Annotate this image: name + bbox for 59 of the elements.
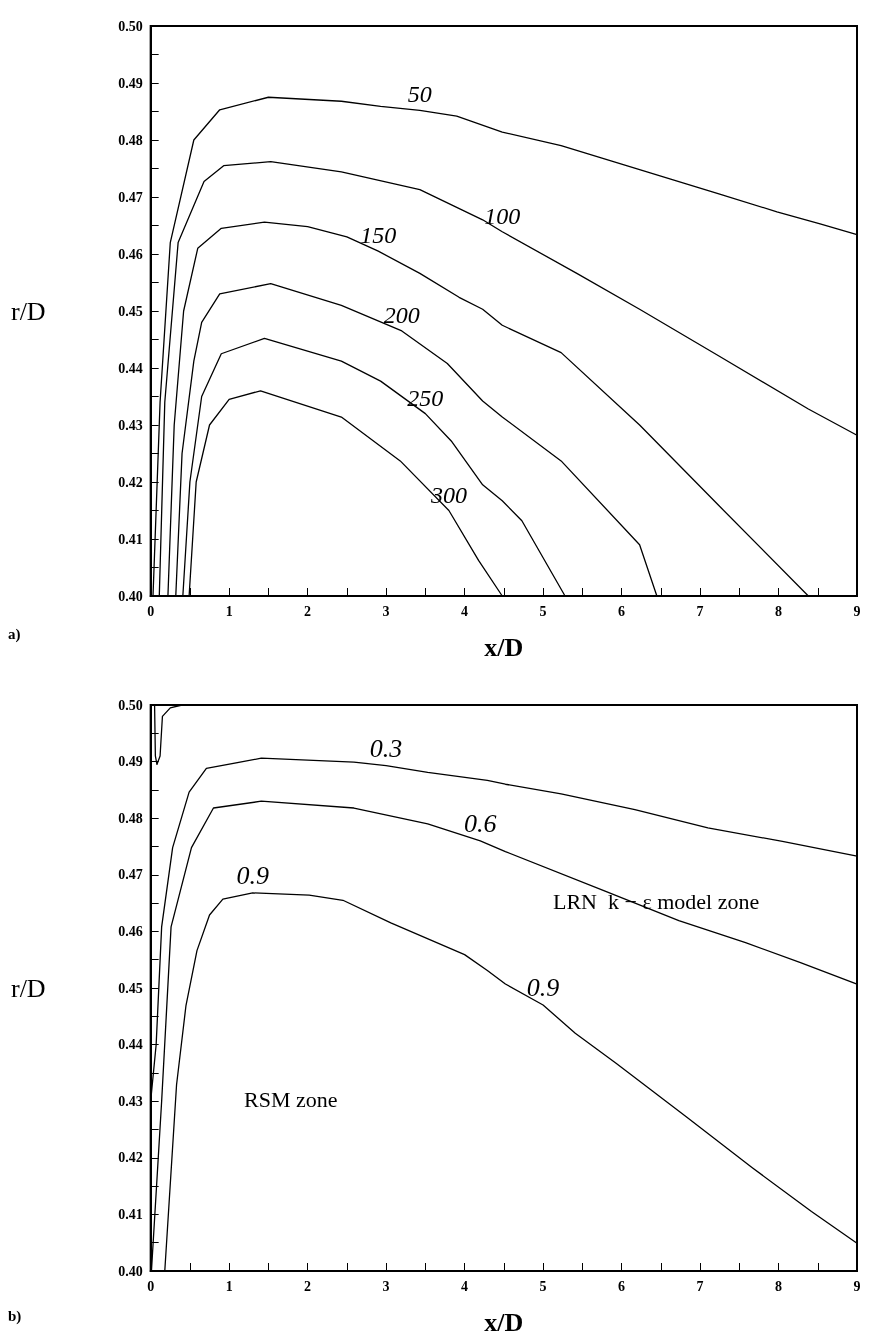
y-tick-label: 0.40: [118, 588, 143, 604]
x-tick-label: 6: [618, 603, 626, 619]
y-tick-label: 0.45: [118, 980, 143, 996]
y-tick-label: 0.45: [118, 303, 143, 319]
y-tick-label: 0.47: [118, 189, 143, 205]
series-label: 150: [360, 222, 397, 249]
x-tick-label: 4: [461, 1278, 469, 1294]
x-tick-label: 2: [304, 603, 312, 619]
y-tick-label: 0.42: [118, 1150, 143, 1166]
series-label: 50: [407, 81, 432, 108]
y-tick-label: 0.44: [118, 360, 143, 376]
y-axis-title: r/D: [10, 296, 46, 326]
series-label: 250: [407, 384, 444, 411]
series-label: 0.9: [236, 861, 269, 891]
text: 0.9: [526, 973, 560, 1003]
x-tick-label: 8: [775, 1278, 783, 1294]
y-tick-label: 0.47: [118, 867, 143, 883]
text: a): [8, 625, 21, 643]
x-tick-label: 9: [853, 1278, 861, 1294]
y-tick-label: 0.48: [118, 810, 143, 826]
series-label: 100: [484, 202, 521, 229]
x-tick-label: 7: [696, 603, 704, 619]
x-tick-label: 8: [775, 603, 783, 619]
x-axis-title: x/D: [484, 1307, 524, 1337]
x-tick-label: 4: [461, 603, 469, 619]
x-tick-label: 5: [539, 603, 547, 619]
x-tick-label: 5: [539, 1278, 547, 1294]
x-tick-label: 2: [304, 1278, 312, 1294]
x-tick-label: 9: [853, 603, 861, 619]
x-tick-label: 1: [225, 1278, 233, 1294]
y-tick-label: 0.50: [118, 18, 143, 34]
y-tick-label: 0.48: [118, 132, 143, 148]
y-tick-label: 0.44: [118, 1037, 143, 1053]
text: b): [8, 1307, 22, 1325]
series-label: 300: [429, 481, 467, 508]
y-tick-label: 0.41: [118, 1206, 143, 1222]
x-tick-label: 6: [618, 1278, 626, 1294]
y-tick-label: 0.50: [118, 697, 143, 713]
x-tick-label: 3: [382, 603, 390, 619]
y-axis-title: r/D: [10, 973, 46, 1003]
y-tick-label: 0.40: [118, 1263, 143, 1279]
y-tick-label: 0.46: [118, 246, 143, 262]
series-label: 200: [383, 301, 420, 328]
series-label: 0.3: [369, 734, 403, 764]
x-tick-label: 7: [696, 1278, 704, 1294]
y-tick-label: 0.49: [118, 75, 143, 91]
y-tick-label: 0.49: [118, 754, 143, 770]
x-tick-label: 1: [225, 603, 233, 619]
x-tick-label: 0: [147, 1278, 155, 1294]
x-tick-label: 3: [382, 1278, 390, 1294]
x-axis-title: x/D: [484, 632, 524, 662]
x-tick-label: 0: [147, 603, 155, 619]
y-tick-label: 0.42: [118, 474, 143, 490]
y-tick-label: 0.43: [118, 1093, 143, 1109]
series-label: 0.6: [464, 809, 497, 839]
y-tick-label: 0.46: [118, 923, 143, 939]
y-tick-label: 0.41: [118, 531, 143, 547]
y-tick-label: 0.43: [118, 417, 143, 433]
annotation: RSM zone: [244, 1086, 338, 1112]
